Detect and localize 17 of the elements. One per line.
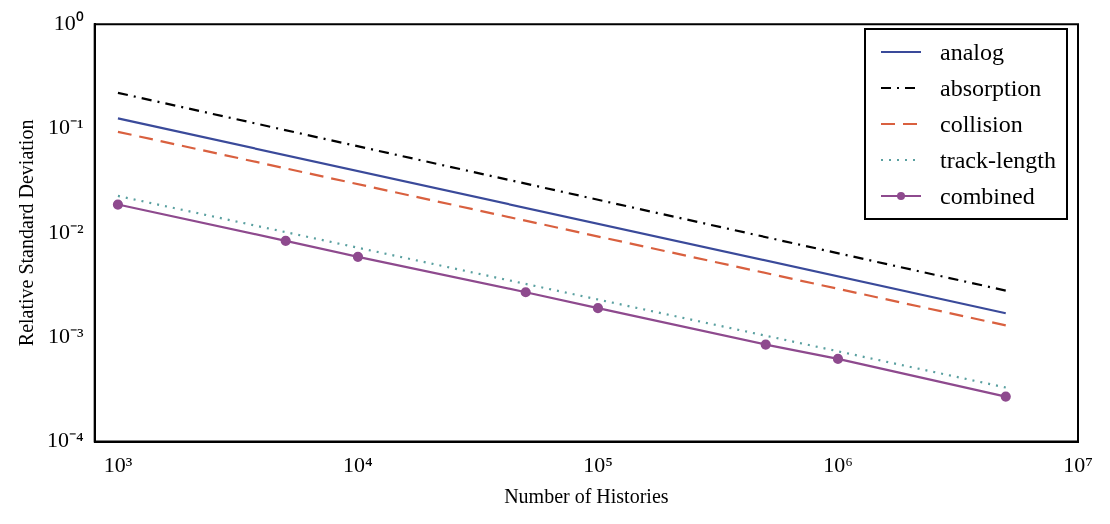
legend-label: analog xyxy=(940,38,1005,66)
x-tick-label: 10⁴ xyxy=(343,451,374,477)
x-tick-label: 10⁶ xyxy=(823,451,853,477)
legend-label: collision xyxy=(940,110,1023,138)
x-tick-label: 10⁷ xyxy=(1063,451,1093,477)
x-axis-title: Number of Histories xyxy=(504,485,669,508)
y-tick-label: 10⁻² xyxy=(48,218,85,244)
y-tick-label: 10⁻¹ xyxy=(48,114,84,140)
legend-label: absorption xyxy=(940,74,1042,102)
x-tick-label: 10⁵ xyxy=(583,451,613,477)
legend-label: track-length xyxy=(940,146,1056,174)
y-tick-label: 10⁰ xyxy=(53,9,84,35)
legend-label: combined xyxy=(940,182,1035,210)
y-tick-label: 10⁻³ xyxy=(48,323,85,349)
y-axis-title: Relative Standard Deviation xyxy=(15,119,38,347)
y-tick-label: 10⁻⁴ xyxy=(47,427,84,453)
x-tick-label: 10³ xyxy=(103,451,133,477)
